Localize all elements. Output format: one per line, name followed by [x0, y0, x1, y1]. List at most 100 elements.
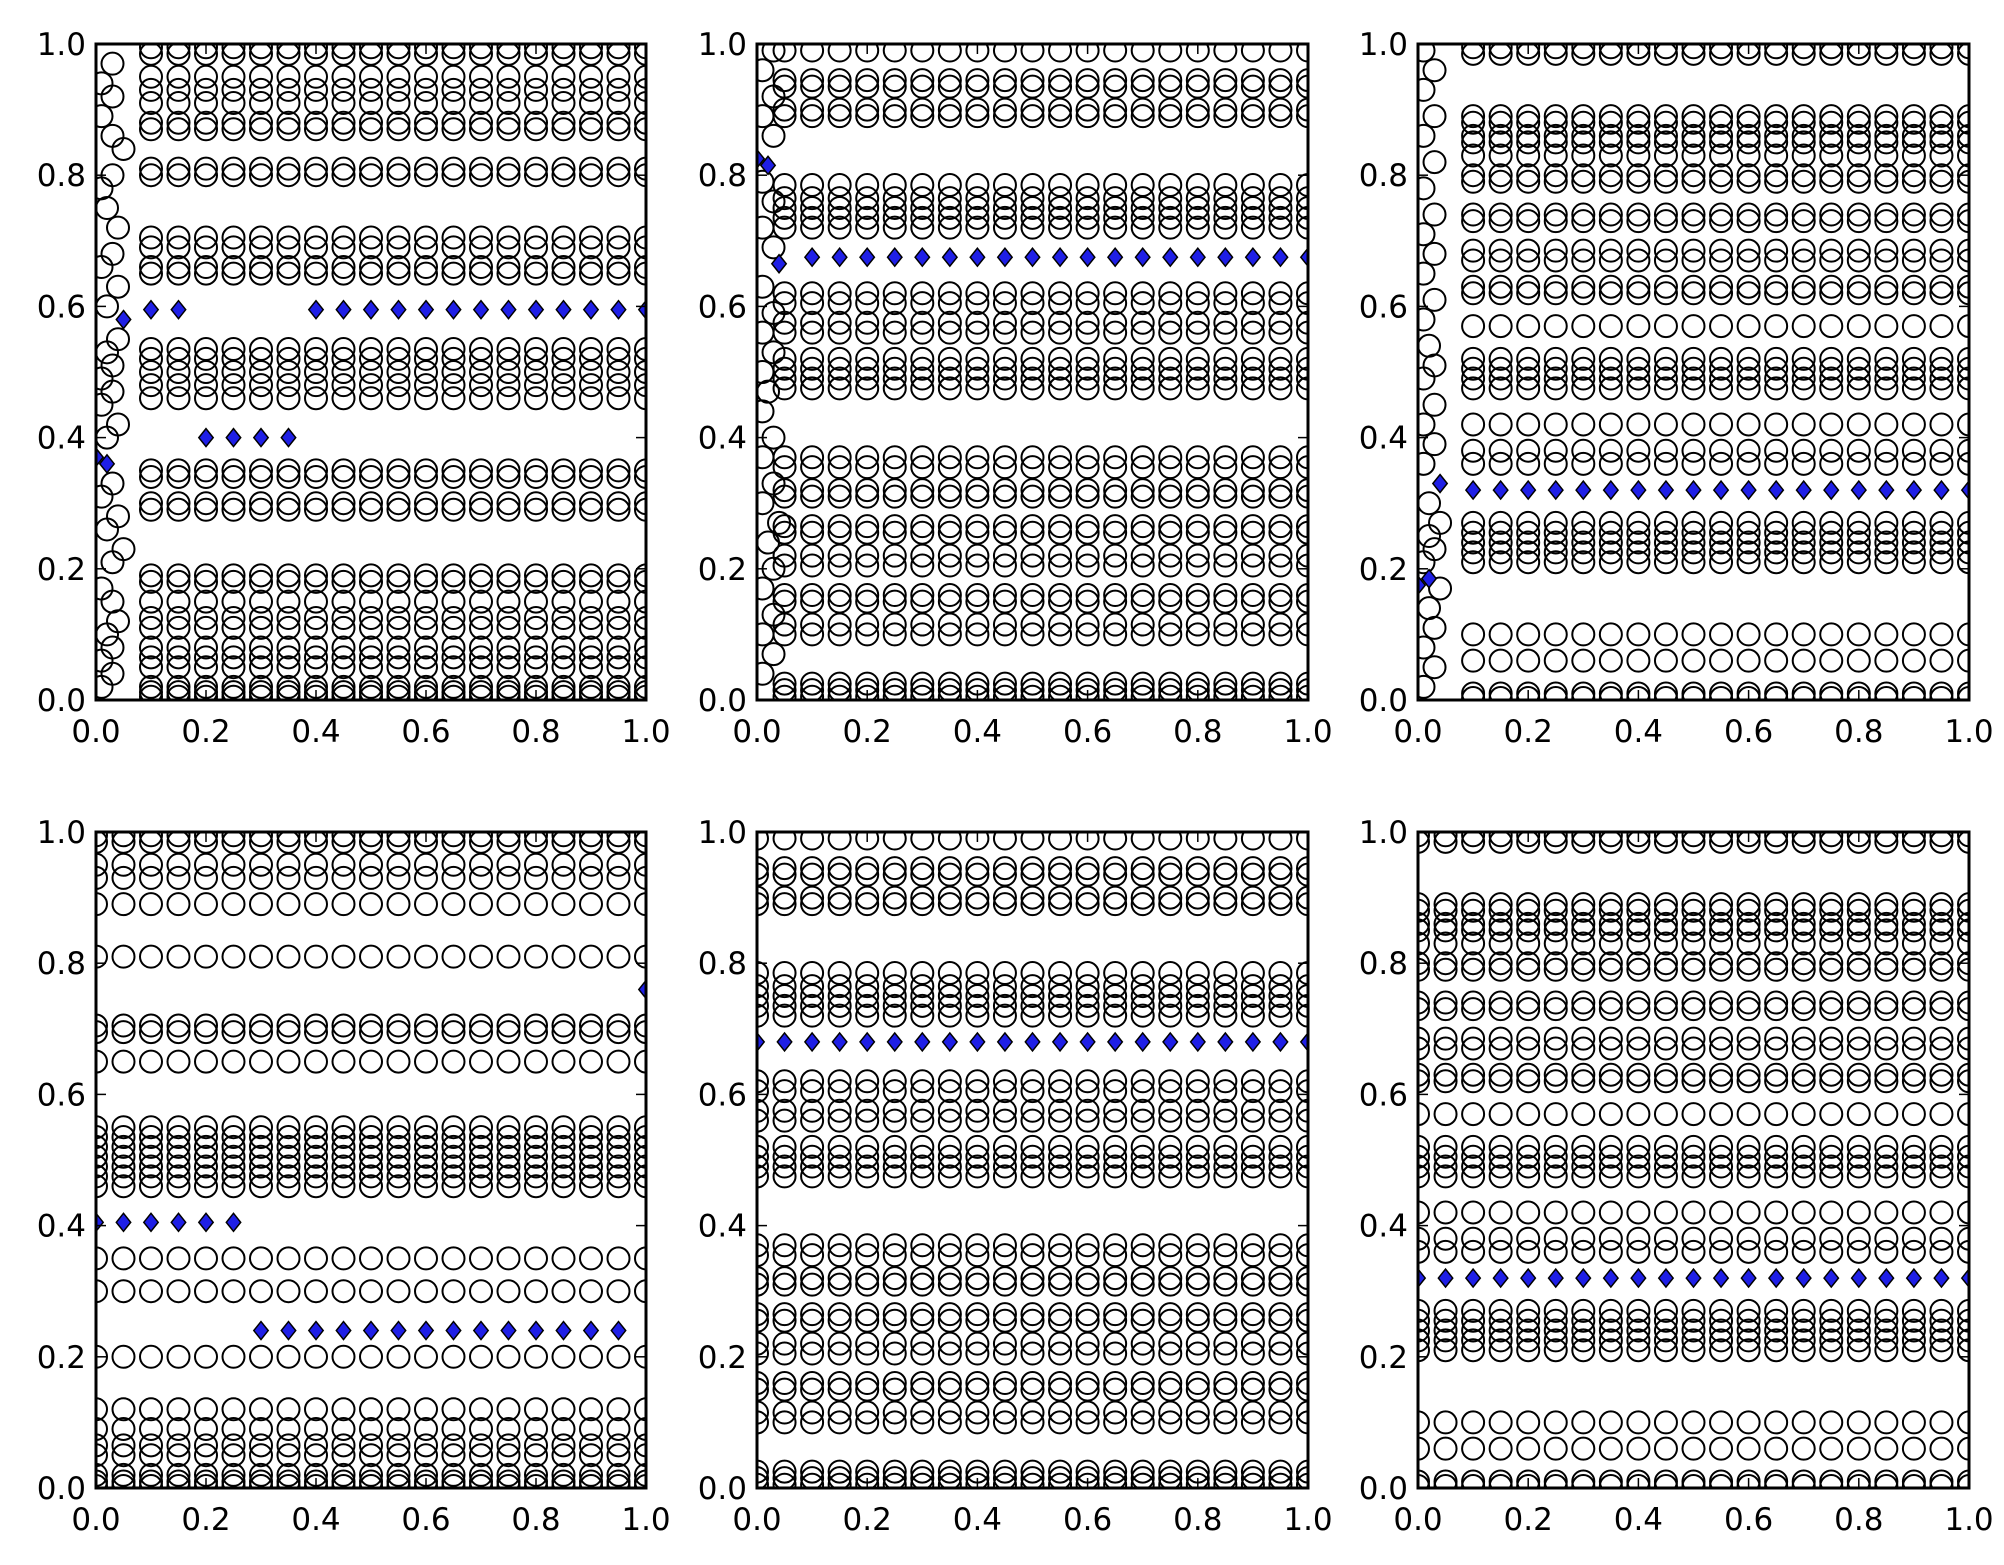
circle-marker — [965, 205, 990, 230]
circle-marker — [1598, 1154, 1623, 1179]
circle-marker — [1240, 583, 1265, 608]
circle-marker — [1213, 291, 1238, 316]
circle-marker — [1874, 1134, 1899, 1159]
circle-marker — [1791, 1469, 1816, 1489]
circle-marker — [221, 91, 246, 116]
circle-marker — [1103, 1003, 1128, 1028]
circle-marker — [827, 1459, 852, 1484]
circle-marker — [1681, 831, 1706, 848]
circle-marker — [1048, 356, 1073, 381]
circle-marker — [579, 1164, 603, 1189]
circle-marker — [1901, 550, 1926, 575]
circle-marker — [1681, 43, 1706, 60]
circle-marker — [1048, 320, 1073, 345]
circle-marker — [496, 944, 521, 969]
circle-marker — [1736, 1239, 1761, 1264]
circle-marker — [1213, 553, 1238, 578]
circle-marker — [1598, 163, 1623, 188]
circle-marker — [606, 615, 631, 640]
circle-marker — [992, 74, 1017, 99]
circle-marker — [1488, 412, 1513, 437]
circle-marker — [469, 1115, 493, 1140]
circle-marker — [1213, 320, 1238, 345]
circle-marker — [1929, 346, 1954, 371]
circle-marker — [1130, 678, 1155, 701]
circle-marker — [166, 497, 191, 522]
circle-marker — [441, 1246, 466, 1271]
circle-marker — [249, 261, 273, 286]
diamond-marker — [582, 299, 600, 320]
circle-marker — [221, 645, 246, 670]
circle-marker — [1874, 314, 1899, 339]
circle-marker — [1901, 169, 1926, 194]
circle-marker — [606, 645, 631, 670]
circle-marker — [1240, 1233, 1265, 1258]
circle-marker — [965, 684, 990, 701]
circle-marker — [551, 43, 576, 66]
circle-marker — [111, 1279, 136, 1304]
y-tick-label: 1.0 — [37, 27, 86, 63]
diamond-marker — [252, 427, 270, 448]
circle-marker — [827, 1164, 852, 1189]
circle-marker — [1543, 1410, 1568, 1435]
circle-marker — [1020, 1003, 1045, 1028]
circle-marker — [1075, 366, 1100, 391]
circle-marker — [1764, 314, 1789, 339]
circle-marker — [331, 831, 356, 848]
circle-marker — [1874, 990, 1899, 1015]
circle-marker — [414, 491, 438, 516]
circle-marker — [1874, 1436, 1899, 1461]
circle-marker — [1764, 1026, 1789, 1051]
circle-marker — [441, 1397, 466, 1422]
circle-marker — [1048, 281, 1073, 306]
circle-marker — [1433, 957, 1458, 982]
circle-marker — [1626, 1338, 1651, 1363]
diamond-marker — [362, 1320, 380, 1341]
circle-marker — [1764, 1239, 1789, 1264]
y-tick-label: 1.0 — [1359, 815, 1408, 851]
circle-marker — [1185, 514, 1210, 539]
circle-marker — [800, 1069, 825, 1094]
circle-marker — [139, 163, 163, 188]
circle-marker — [1791, 510, 1816, 535]
circle-marker — [1874, 1026, 1899, 1051]
circle-marker — [1103, 553, 1128, 578]
circle-marker — [166, 1344, 191, 1369]
circle-marker — [937, 589, 962, 614]
circle-marker — [827, 1144, 852, 1169]
circle-marker — [1681, 1226, 1706, 1251]
circle-marker — [1130, 856, 1155, 881]
circle-marker — [1819, 931, 1844, 956]
circle-marker — [1874, 831, 1899, 848]
circle-marker — [1764, 622, 1789, 647]
circle-marker — [1571, 1298, 1596, 1323]
circle-marker — [359, 589, 383, 614]
circle-marker — [855, 1341, 880, 1366]
circle-marker — [1075, 43, 1100, 63]
circle-marker — [1764, 648, 1789, 673]
circle-marker — [579, 569, 603, 594]
circle-marker — [1571, 681, 1596, 701]
circle-marker — [1653, 1318, 1678, 1343]
circle-marker — [1130, 1144, 1155, 1169]
circle-marker — [386, 1013, 411, 1038]
circle-marker — [304, 43, 328, 60]
circle-marker — [414, 163, 438, 188]
circle-marker — [1901, 681, 1926, 701]
circle-marker — [1929, 366, 1954, 391]
circle-marker — [166, 1462, 191, 1487]
circle-marker — [304, 77, 328, 102]
circle-marker — [276, 615, 301, 640]
circle-marker — [1764, 831, 1789, 848]
circle-marker — [1130, 484, 1155, 509]
circle-marker — [1213, 1472, 1238, 1489]
circle-marker — [1048, 856, 1073, 881]
circle-marker — [1598, 622, 1623, 647]
circle-marker — [139, 77, 163, 102]
circle-marker — [1736, 951, 1761, 976]
circle-marker — [1874, 130, 1899, 155]
circle-marker — [496, 1344, 521, 1369]
circle-marker — [1185, 678, 1210, 701]
circle-marker — [800, 1272, 825, 1297]
circle-marker — [166, 1154, 191, 1179]
